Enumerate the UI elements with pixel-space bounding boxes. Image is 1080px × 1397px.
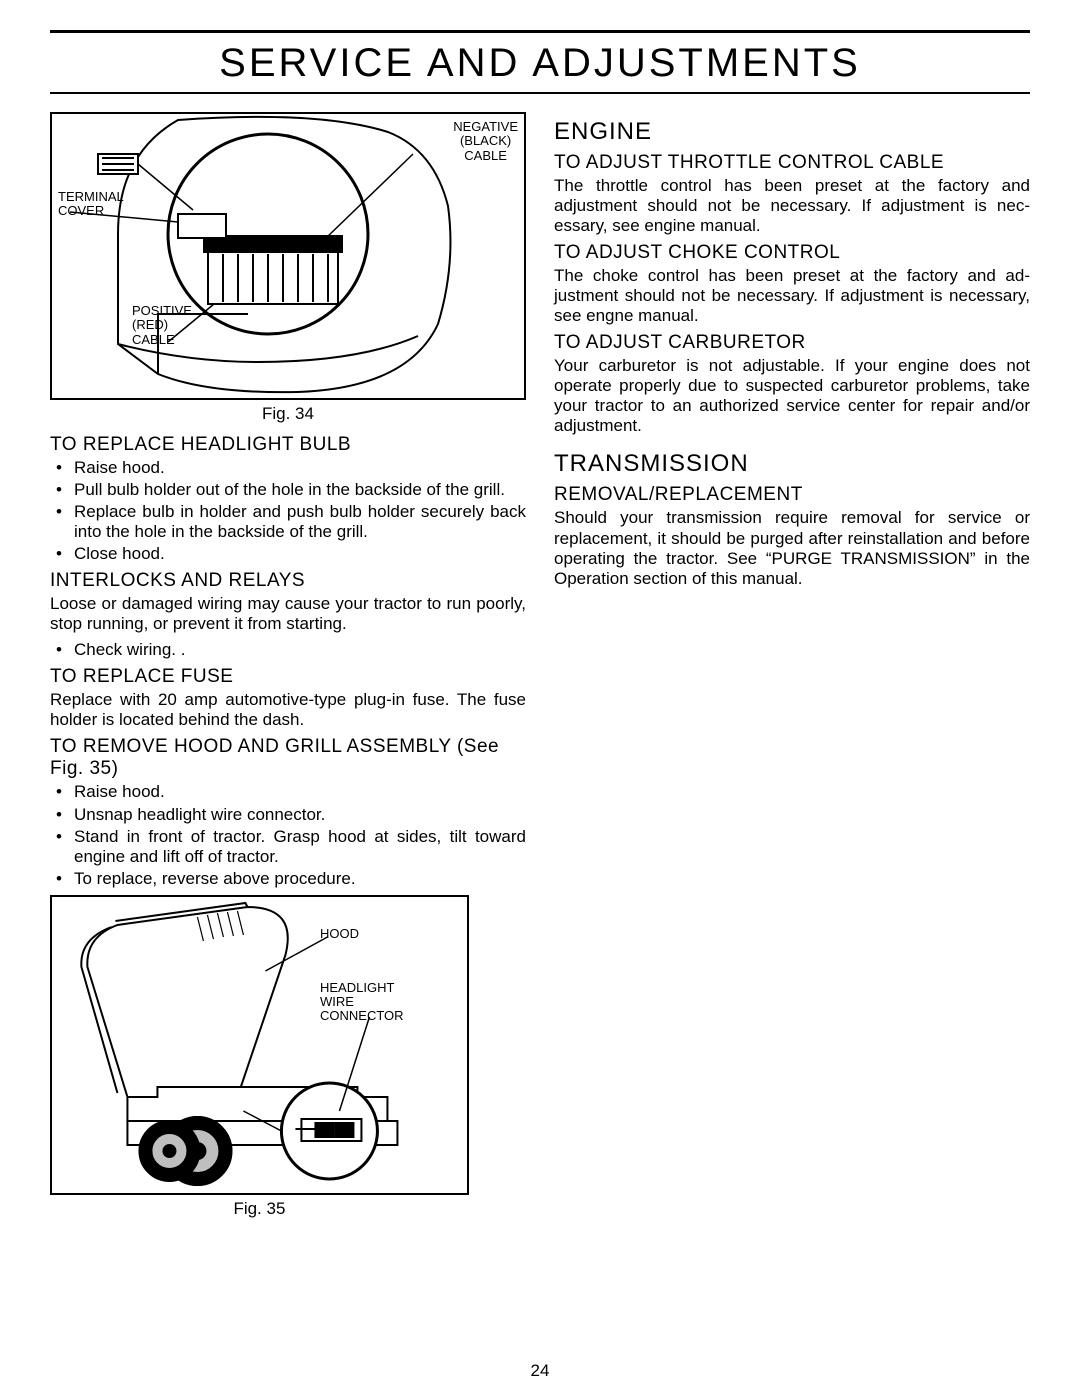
list-item: Check wiring. . (50, 640, 526, 660)
page-title: SERVICE AND ADJUSTMENTS (50, 41, 1030, 86)
body-removal: Should your transmission require removal… (554, 508, 1030, 588)
top-rule (50, 30, 1030, 33)
list-item: Raise hood. (50, 458, 526, 478)
heading-remove-hood: TO REMOVE HOOD AND GRILL ASSEMBLY (See F… (50, 736, 526, 780)
label-terminal-cover: TERMINALCOVER (58, 190, 124, 219)
list-item: To replace, reverse above procedure. (50, 869, 526, 889)
list-item: Raise hood. (50, 782, 526, 802)
right-column: ENGINE TO ADJUST THROTTLE CONTROL CABLE … (554, 112, 1030, 1229)
list-item: Replace bulb in holder and push bulb hol… (50, 502, 526, 542)
list-item: Close hood. (50, 544, 526, 564)
label-negative-cable: NEGATIVE(BLACK)CABLE (453, 120, 518, 163)
figure-35-caption: Fig. 35 (50, 1199, 469, 1219)
body-throttle: The throttle control has been preset at … (554, 176, 1030, 236)
list-headlight: Raise hood. Pull bulb holder out of the … (50, 458, 526, 564)
heading-removal: REMOVAL/REPLACEMENT (554, 484, 1030, 506)
label-hood: HOOD (320, 927, 359, 941)
figure-34-caption: Fig. 34 (50, 404, 526, 424)
left-column: NEGATIVE(BLACK)CABLE TERMINALCOVER POSIT… (50, 112, 526, 1229)
figure-35: HOOD HEADLIGHTWIRECONNECTOR (50, 895, 469, 1195)
heading-replace-headlight: TO REPLACE HEADLIGHT BULB (50, 434, 526, 456)
figure-34: NEGATIVE(BLACK)CABLE TERMINALCOVER POSIT… (50, 112, 526, 400)
body-fuse: Replace with 20 amp automotive-type plug… (50, 690, 526, 730)
figure-35-drawing (52, 897, 467, 1193)
heading-throttle: TO ADJUST THROTTLE CONTROL CABLE (554, 152, 1030, 174)
heading-engine: ENGINE (554, 118, 1030, 146)
page-number: 24 (0, 1361, 1080, 1381)
heading-interlocks: INTERLOCKS AND RELAYS (50, 570, 526, 592)
label-positive-cable: POSITIVE(RED)CABLE (132, 304, 192, 347)
body-carburetor: Your carburetor is not adjustable. If yo… (554, 356, 1030, 436)
list-item: Stand in front of tractor. Grasp hood at… (50, 827, 526, 867)
list-interlocks: Check wiring. . (50, 640, 526, 660)
heading-transmission: TRANSMISSION (554, 450, 1030, 478)
list-item: Unsnap headlight wire connector. (50, 805, 526, 825)
mid-rule (50, 92, 1030, 94)
heading-carburetor: TO ADJUST CARBURETOR (554, 332, 1030, 354)
body-choke: The choke control has been preset at the… (554, 266, 1030, 326)
heading-choke: TO ADJUST CHOKE CONTROL (554, 242, 1030, 264)
label-headlight-connector: HEADLIGHTWIRECONNECTOR (320, 981, 404, 1024)
content-columns: NEGATIVE(BLACK)CABLE TERMINALCOVER POSIT… (50, 112, 1030, 1229)
list-hood: Raise hood. Unsnap headlight wire connec… (50, 782, 526, 888)
body-interlocks: Loose or damaged wiring may cause your t… (50, 594, 526, 634)
list-item: Pull bulb holder out of the hole in the … (50, 480, 526, 500)
heading-fuse: TO REPLACE FUSE (50, 666, 526, 688)
